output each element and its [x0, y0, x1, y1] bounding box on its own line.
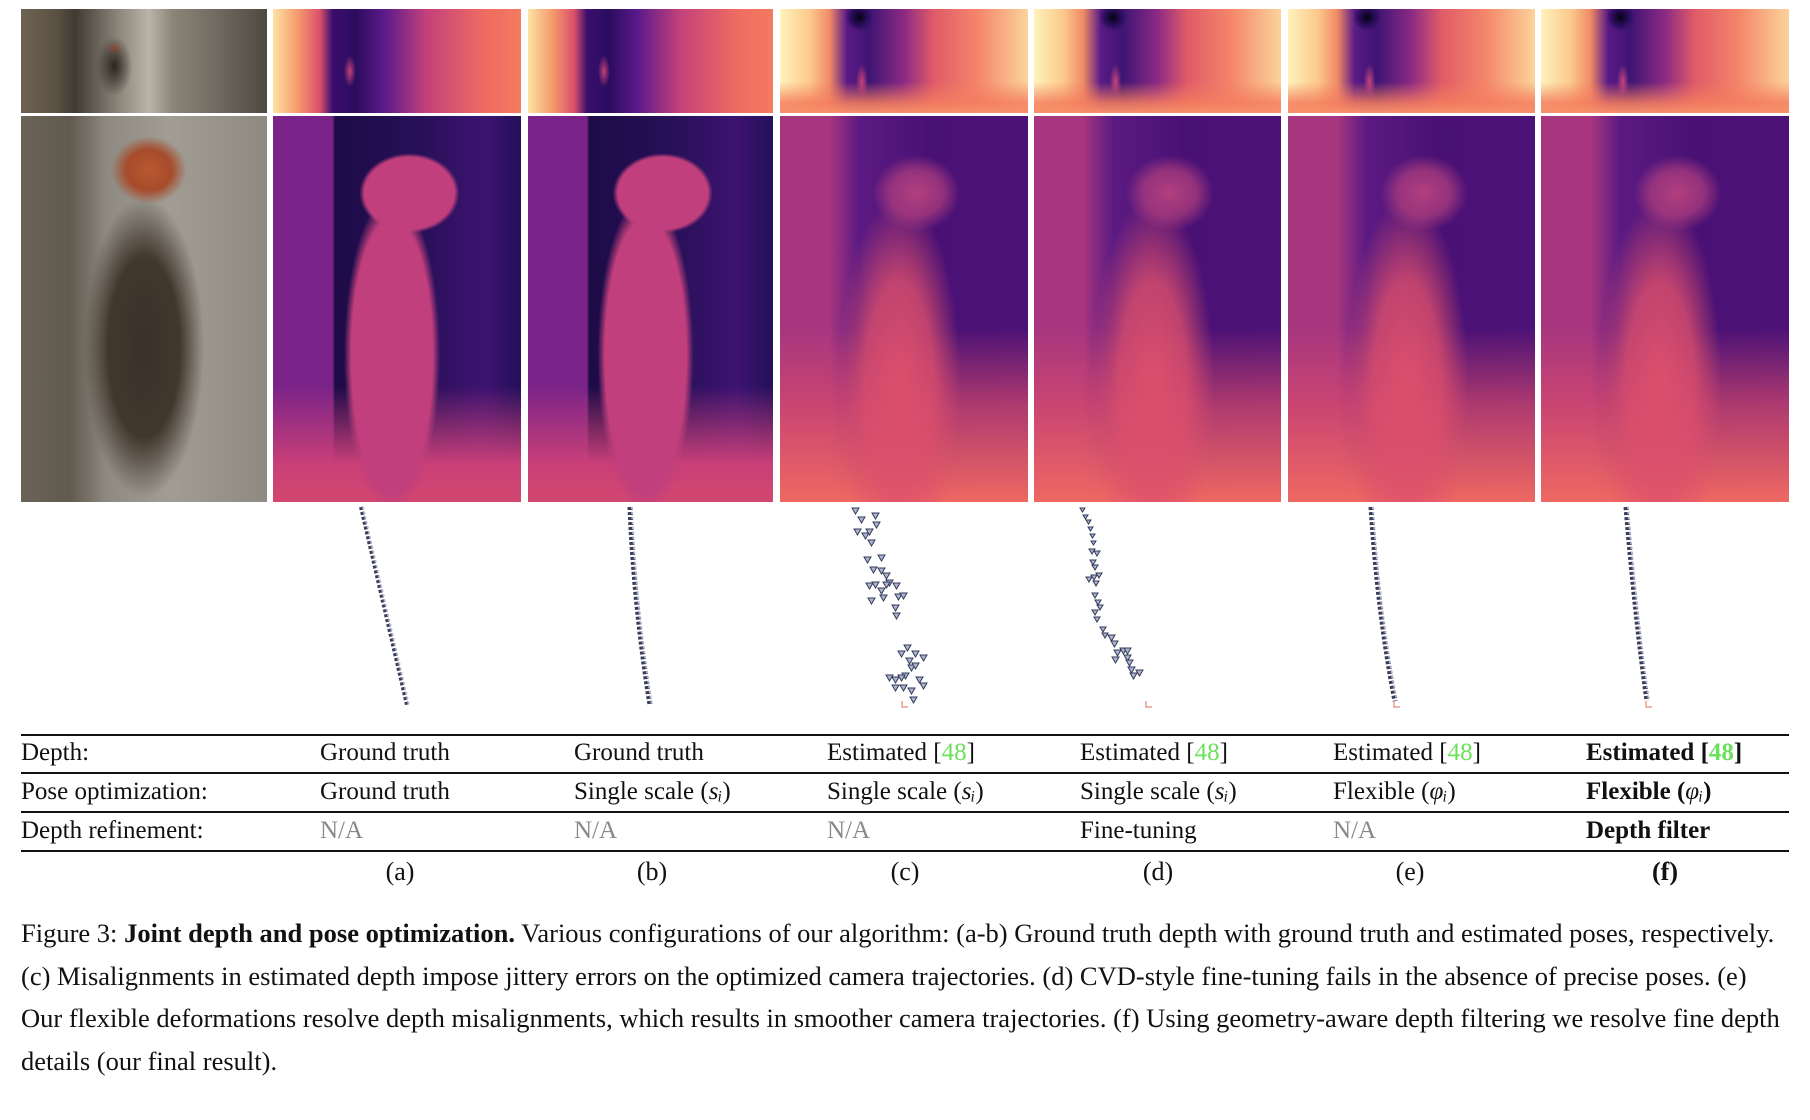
caption-body: Various configurations of our algorithm:…: [21, 918, 1780, 1076]
trajectory-d: [1034, 505, 1281, 710]
figure-caption: Figure 3: Joint depth and pose optimizat…: [21, 912, 1791, 1082]
depth-closeup-e: [1288, 116, 1535, 502]
depth-closeup-d: [1034, 116, 1281, 502]
depth-f: Estimated [48]: [1586, 739, 1743, 766]
pose-f: Flexible (φᵢ): [1586, 778, 1712, 805]
citation-link[interactable]: 48: [1708, 739, 1734, 766]
refinement-b: N/A: [574, 817, 618, 844]
pose-a: Ground truth: [320, 778, 450, 805]
table-bottom-rule: [21, 850, 1789, 852]
deformation-symbol: φᵢ: [1429, 778, 1448, 805]
row-header-refinement: Depth refinement:: [21, 817, 204, 844]
trajectory-f: [1541, 505, 1789, 710]
depth-closeup-f: [1541, 116, 1789, 502]
trajectory-b: [528, 505, 773, 710]
pose-e: Flexible (φᵢ): [1333, 778, 1456, 805]
depth-wide-b: [528, 9, 773, 113]
depth-closeup-c: [780, 116, 1028, 502]
citation-link[interactable]: 48: [941, 739, 967, 766]
citation-link[interactable]: 48: [1447, 739, 1473, 766]
input-frame-closeup: [21, 116, 267, 502]
caption-title: Joint depth and pose optimization.: [124, 918, 516, 948]
pose-d: Single scale (sᵢ): [1080, 778, 1237, 805]
label-f: (f): [1652, 857, 1678, 886]
depth-closeup-b: [528, 116, 773, 502]
label-b: (b): [636, 857, 668, 886]
depth-a: Ground truth: [320, 739, 450, 766]
depth-wide-e: [1288, 9, 1535, 113]
row-header-pose: Pose optimization:: [21, 778, 208, 805]
refinement-a: N/A: [320, 817, 364, 844]
citation-link[interactable]: 48: [1194, 739, 1220, 766]
depth-b: Ground truth: [574, 739, 704, 766]
depth-d: Estimated [48]: [1080, 739, 1228, 766]
table-rule-1: [21, 772, 1789, 774]
refinement-c: N/A: [827, 817, 871, 844]
scale-symbol: sᵢ: [961, 778, 976, 805]
pose-b: Single scale (sᵢ): [574, 778, 731, 805]
row-header-depth: Depth:: [21, 739, 90, 766]
refinement-f: Depth filter: [1586, 817, 1711, 844]
scale-symbol: sᵢ: [708, 778, 723, 805]
label-c: (c): [890, 857, 920, 886]
trajectory-e: [1288, 505, 1535, 710]
depth-wide-f: [1541, 9, 1789, 113]
deformation-symbol: φᵢ: [1685, 778, 1704, 805]
depth-c: Estimated [48]: [827, 739, 975, 766]
trajectory-c: [780, 505, 1028, 710]
label-d: (d): [1142, 857, 1174, 886]
input-frame-wide: [21, 9, 267, 113]
refinement-e: N/A: [1333, 817, 1377, 844]
depth-wide-a: [273, 9, 521, 113]
refinement-d: Fine-tuning: [1080, 817, 1197, 844]
scale-symbol: sᵢ: [1214, 778, 1229, 805]
caption-prefix: Figure 3:: [21, 918, 125, 948]
depth-closeup-a: [273, 116, 521, 502]
table-rule-2: [21, 811, 1789, 813]
label-a: (a): [385, 857, 415, 886]
pose-c: Single scale (sᵢ): [827, 778, 984, 805]
depth-e: Estimated [48]: [1333, 739, 1481, 766]
depth-wide-c: [780, 9, 1028, 113]
label-e: (e): [1395, 857, 1425, 886]
depth-wide-d: [1034, 9, 1281, 113]
trajectory-a: [273, 505, 521, 710]
table-top-rule: [21, 734, 1789, 736]
